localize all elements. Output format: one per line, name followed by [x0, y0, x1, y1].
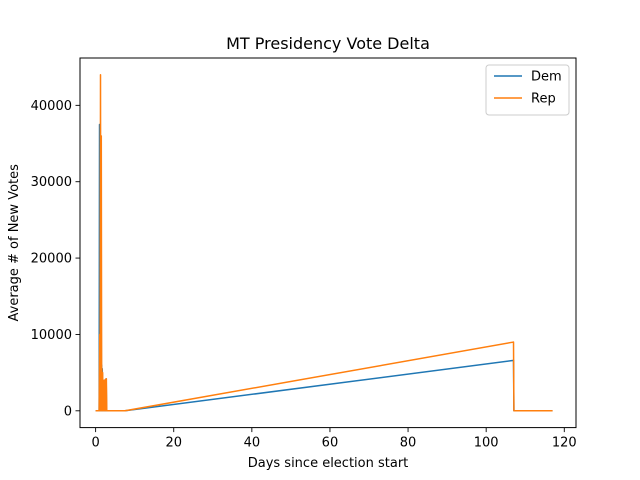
series-layer — [95, 74, 553, 412]
y-tick-label: 10000 — [31, 328, 72, 343]
x-tick-label: 100 — [474, 436, 499, 451]
x-axis-label: Days since election start — [248, 456, 409, 471]
x-tick-label: 80 — [400, 436, 417, 451]
series-line-rep — [95, 74, 553, 412]
y-axis-label: Average # of New Votes — [7, 164, 22, 322]
y-tick-label: 40000 — [31, 99, 72, 114]
plot-frame — [79, 57, 577, 429]
x-tick-label: 20 — [165, 436, 182, 451]
y-tick-label: 20000 — [31, 252, 72, 267]
legend-label-rep: Rep — [531, 92, 556, 107]
chart-title: MT Presidency Vote Delta — [226, 34, 430, 53]
y-tick-label: 30000 — [31, 175, 72, 190]
x-tick-label: 60 — [322, 436, 339, 451]
x-tick-label: 120 — [552, 436, 577, 451]
x-tick-label: 0 — [91, 436, 99, 451]
legend-label-dem: Dem — [531, 70, 562, 85]
legend-box — [485, 64, 570, 116]
y-axis: 0 10000 20000 30000 40000 — [31, 99, 80, 419]
x-axis: 0 20 40 60 80 100 120 — [91, 427, 577, 451]
legend: Dem Rep — [485, 64, 570, 116]
x-tick-label: 40 — [244, 436, 261, 451]
y-tick-label: 0 — [64, 404, 72, 419]
